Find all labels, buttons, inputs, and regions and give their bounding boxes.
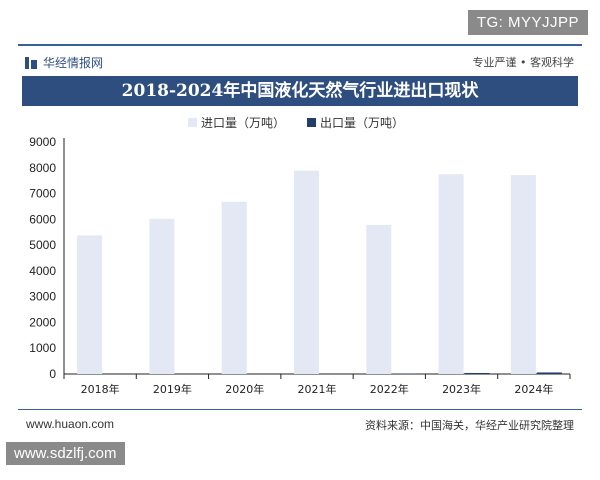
legend-item-import: 进口量（万吨） <box>188 114 285 131</box>
y-tick-label: 3000 <box>29 290 56 304</box>
x-tick-label: 2024年 <box>514 382 553 396</box>
slogan: 专业严谨 • 客观科学 <box>472 56 574 69</box>
bar-import <box>77 235 103 374</box>
legend-swatch-export <box>307 118 317 127</box>
bar-import <box>510 174 536 374</box>
bar-import <box>294 170 319 374</box>
y-tick-label: 2000 <box>29 315 56 329</box>
overlay-tag: TG: MYYJJPP <box>467 10 588 35</box>
y-tick-label: 8000 <box>29 161 56 175</box>
brand: 华经情报网 <box>24 54 103 71</box>
bar-export <box>464 372 490 374</box>
bottom-rule <box>18 409 582 410</box>
bar-import <box>221 201 247 374</box>
legend-item-export: 出口量（万吨） <box>307 114 404 131</box>
brand-logo-icon <box>25 56 37 69</box>
watermark: www.sdzlfj.com <box>6 442 125 465</box>
bar-import <box>366 225 392 374</box>
website: www.huaon.com <box>26 417 115 431</box>
bar-import <box>438 174 464 374</box>
legend-swatch-import <box>188 118 197 127</box>
x-tick-label: 2020年 <box>225 382 264 396</box>
chart-title: 2018-2024年中国液化天然气行业进出口现状 <box>22 76 578 106</box>
y-tick-label: 0 <box>49 367 56 381</box>
x-tick-label: 2021年 <box>298 382 337 396</box>
chart-card: 华经情报网 专业严谨 • 客观科学 2018-2024年中国液化天然气行业进出口… <box>18 44 582 436</box>
bar-export <box>536 372 562 374</box>
top-rule <box>18 44 582 46</box>
data-source: 资料来源：中国海关，华经产业研究院整理 <box>365 419 574 432</box>
x-tick-label: 2018年 <box>81 382 120 396</box>
y-tick-label: 1000 <box>29 341 56 355</box>
y-tick-label: 6000 <box>29 212 56 226</box>
bar-export <box>392 373 418 374</box>
y-tick-label: 4000 <box>29 264 56 278</box>
brand-name: 华经情报网 <box>43 56 104 70</box>
legend-label-export: 出口量（万吨） <box>320 116 405 130</box>
legend-label-import: 进口量（万吨） <box>201 116 286 130</box>
x-tick-label: 2022年 <box>370 382 409 396</box>
y-tick-label: 9000 <box>29 135 56 149</box>
y-tick-label: 5000 <box>29 238 56 252</box>
x-tick-label: 2023年 <box>442 382 481 396</box>
bar-import <box>149 218 175 374</box>
chart-legend: 进口量（万吨） 出口量（万吨） <box>188 114 404 131</box>
bar-chart: 0 1000 2000 3000 4000 5000 6000 7000 8000 9000 201… <box>29 135 571 396</box>
x-tick-label: 2019年 <box>153 382 192 396</box>
y-tick-label: 7000 <box>29 187 56 201</box>
